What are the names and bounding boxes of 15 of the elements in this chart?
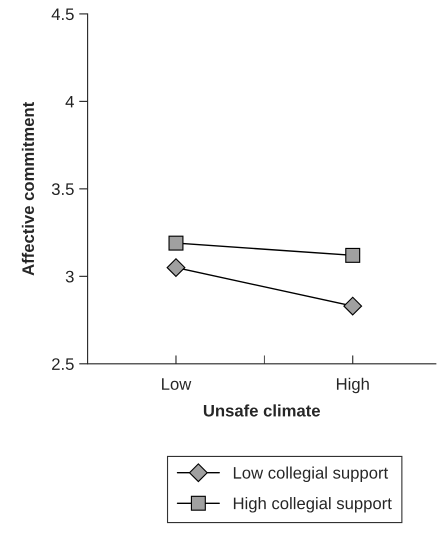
point [166, 258, 186, 277]
legend-label: High collegial support [234, 497, 392, 513]
point [343, 296, 362, 316]
x-tick-label: Low [162, 378, 192, 390]
point [168, 236, 184, 251]
y-tick-label: 4 [66, 96, 74, 108]
y-axis-title: Affective commitment [22, 102, 34, 276]
y-tick-label: 4.5 [52, 8, 74, 20]
x-tick-label: High [336, 378, 369, 394]
legend-label: Low collegial support [234, 466, 388, 482]
x-axis-title: Unsafe climate [204, 404, 320, 417]
y-tick-label: 3.5 [52, 183, 74, 196]
y-tick-label: 2.5 [52, 358, 74, 370]
y-tick-label: 3 [66, 270, 74, 283]
point [345, 248, 360, 263]
